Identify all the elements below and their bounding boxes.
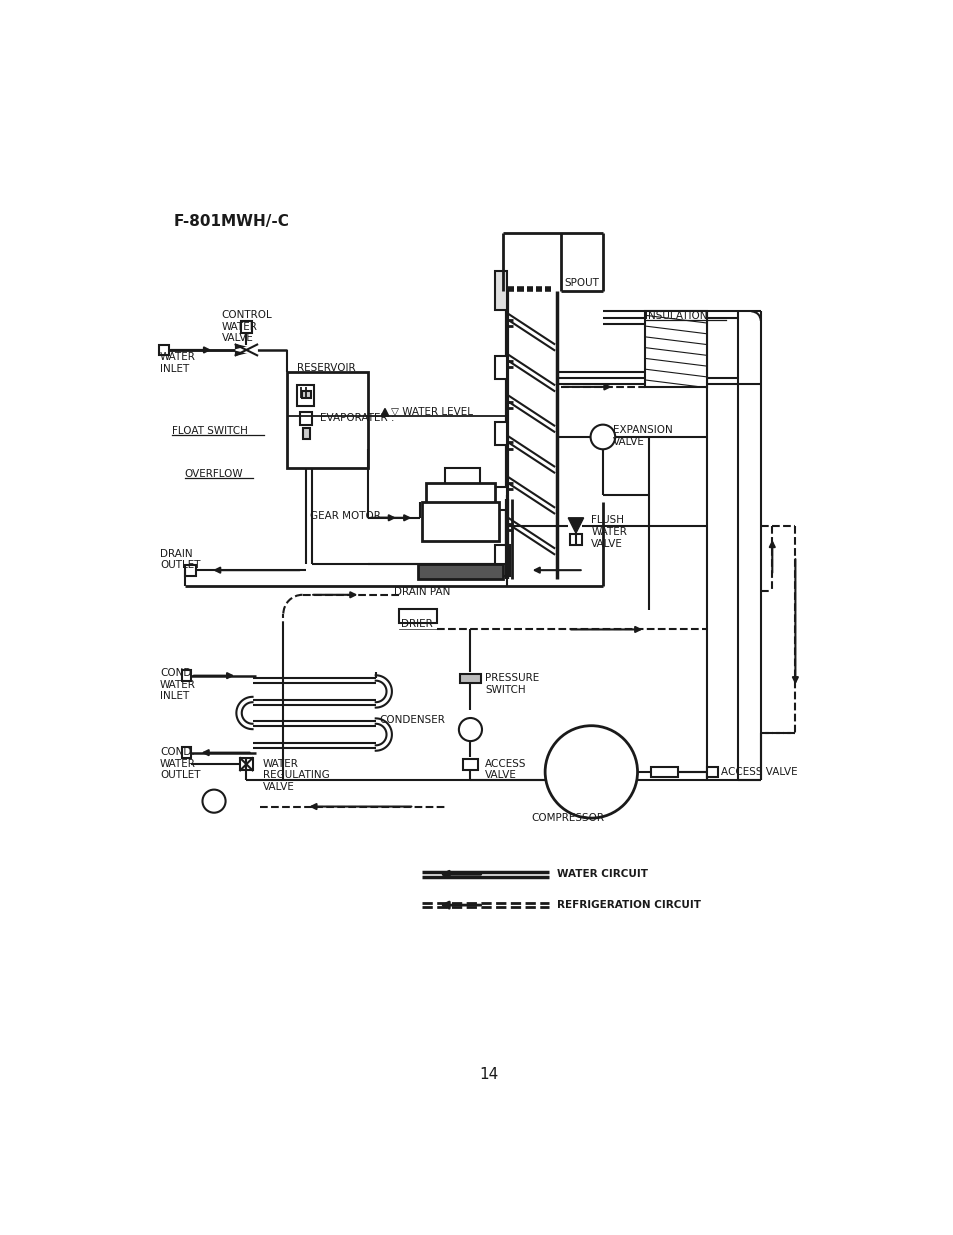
Text: WATER
INLET: WATER INLET <box>160 352 195 374</box>
Text: COND.
WATER
INLET: COND. WATER INLET <box>160 668 195 701</box>
Text: GEAR MOTOR: GEAR MOTOR <box>309 511 380 521</box>
Text: FLUSH
WATER
VALVE: FLUSH WATER VALVE <box>591 515 626 548</box>
Bar <box>297 384 314 406</box>
Polygon shape <box>381 409 389 416</box>
Bar <box>181 671 191 680</box>
Text: ACCESS VALVE: ACCESS VALVE <box>720 767 798 777</box>
Text: WATER CIRCUIT: WATER CIRCUIT <box>557 869 647 879</box>
Text: CONTROL
WATER
VALVE: CONTROL WATER VALVE <box>221 310 273 343</box>
Bar <box>444 468 479 487</box>
Circle shape <box>458 718 481 741</box>
Bar <box>425 483 495 510</box>
Text: DRAIN
OUTLET: DRAIN OUTLET <box>160 548 200 571</box>
Text: COMPRESSOR: COMPRESSOR <box>531 813 604 823</box>
Bar <box>495 272 506 310</box>
Polygon shape <box>235 345 257 356</box>
Circle shape <box>590 425 615 450</box>
Text: RESERVOIR: RESERVOIR <box>297 363 355 373</box>
Bar <box>181 747 191 758</box>
Bar <box>459 674 480 683</box>
Text: REFRIGERATION CIRCUIT: REFRIGERATION CIRCUIT <box>557 900 700 910</box>
Bar <box>417 564 502 579</box>
Text: DRIER: DRIER <box>400 619 432 629</box>
Circle shape <box>202 789 225 813</box>
Bar <box>644 311 706 387</box>
Polygon shape <box>235 345 257 356</box>
Circle shape <box>544 726 637 818</box>
Bar <box>495 487 506 510</box>
Bar <box>421 503 498 541</box>
Bar <box>495 421 506 445</box>
Bar <box>301 390 311 399</box>
Text: PRESSURE
SWITCH: PRESSURE SWITCH <box>484 673 538 695</box>
Bar <box>240 758 253 771</box>
Text: ACCESS
VALVE: ACCESS VALVE <box>484 758 526 781</box>
Text: FLOAT SWITCH: FLOAT SWITCH <box>172 426 247 436</box>
Text: DRAIN PAN: DRAIN PAN <box>394 588 450 598</box>
Text: WATER
REGULATING
VALVE: WATER REGULATING VALVE <box>262 758 329 792</box>
Bar <box>706 767 718 777</box>
Bar <box>158 345 170 356</box>
Text: COND.
WATER
OUTLET: COND. WATER OUTLET <box>160 747 200 781</box>
Text: CONDENSER: CONDENSER <box>379 715 445 725</box>
Bar <box>650 767 678 777</box>
Text: 14: 14 <box>478 1067 498 1082</box>
Text: F-801MWH/-C: F-801MWH/-C <box>173 214 290 228</box>
Text: EVAPORATER :: EVAPORATER : <box>320 412 395 422</box>
Bar <box>398 609 436 624</box>
Text: INSULATION: INSULATION <box>644 311 707 321</box>
Bar <box>185 564 195 576</box>
Bar <box>569 534 581 545</box>
Text: ▽ WATER LEVEL: ▽ WATER LEVEL <box>391 406 473 416</box>
Bar <box>287 372 368 468</box>
Bar <box>302 429 310 440</box>
Bar <box>495 356 506 379</box>
Bar <box>299 411 312 425</box>
Text: EXPANSION
VALVE: EXPANSION VALVE <box>612 425 672 447</box>
Text: OVERFLOW: OVERFLOW <box>185 469 243 479</box>
Polygon shape <box>568 517 583 534</box>
Bar <box>495 545 510 576</box>
Text: SPOUT: SPOUT <box>564 278 598 288</box>
Bar <box>462 758 477 769</box>
Bar <box>241 321 252 333</box>
